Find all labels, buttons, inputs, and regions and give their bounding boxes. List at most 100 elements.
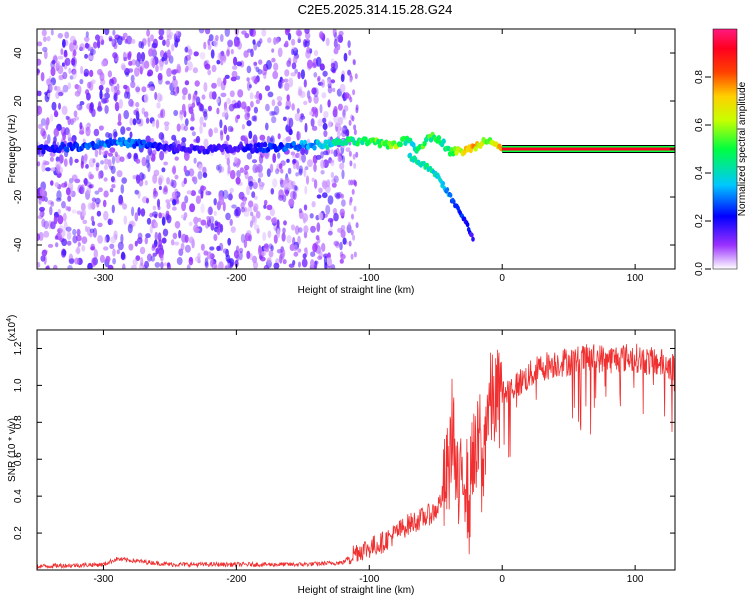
noise-blob [291, 48, 295, 56]
noise-blob [325, 37, 330, 47]
noise-blob [316, 194, 322, 199]
noise-blob [89, 183, 95, 189]
noise-blob [298, 227, 303, 233]
noise-blob [103, 177, 108, 182]
noise-blob [248, 200, 254, 208]
noise-blob [91, 79, 96, 84]
noise-blob [80, 184, 85, 195]
branch-mark [470, 232, 474, 238]
spectrogram-heatmap [37, 29, 675, 269]
spectrogram-ytick-label: 0 [13, 146, 24, 152]
noise-blob [121, 64, 126, 71]
noise-blob [353, 251, 357, 258]
noise-blob [76, 228, 81, 236]
noise-blob [99, 89, 103, 100]
noise-blob [43, 220, 49, 230]
noise-blob [54, 109, 58, 116]
noise-blob [292, 244, 298, 252]
noise-blob [322, 180, 328, 190]
noise-blob [188, 221, 193, 227]
noise-blob [341, 199, 346, 207]
chart-title: C2E5.2025.314.15.28.G24 [297, 2, 453, 17]
noise-blob [85, 126, 91, 137]
noise-blob [248, 84, 252, 89]
noise-blob [166, 177, 171, 185]
noise-blob [241, 196, 248, 202]
noise-blob [249, 220, 253, 228]
noise-blob [47, 200, 53, 205]
noise-blob [193, 216, 199, 225]
noise-blob [135, 86, 141, 93]
noise-blob [117, 121, 122, 126]
noise-blob [116, 89, 121, 95]
noise-blob [63, 158, 68, 167]
noise-blob [349, 96, 353, 103]
noise-blob [165, 199, 171, 204]
noise-blob [197, 252, 201, 261]
noise-blob [67, 265, 73, 269]
colorbar-tick-label: 0.4 [694, 166, 705, 180]
noise-blob [269, 208, 275, 217]
noise-blob [172, 75, 176, 81]
noise-blob [85, 31, 89, 38]
noise-blob [341, 130, 347, 138]
noise-blob [339, 83, 346, 93]
noise-blob [129, 117, 133, 126]
noise-blob [214, 220, 219, 226]
noise-blob [246, 230, 252, 236]
noise-blob [151, 58, 156, 69]
noise-blob [109, 188, 114, 193]
noise-blob [123, 110, 129, 120]
ridge-mark [259, 142, 265, 148]
noise-blob [57, 208, 61, 215]
noise-blob [145, 197, 150, 204]
noise-blob [315, 154, 322, 160]
noise-blob [339, 208, 345, 217]
noise-blob [292, 56, 298, 64]
noise-blob [213, 210, 217, 216]
noise-blob [320, 63, 325, 70]
noise-blob [69, 156, 73, 166]
noise-blob [46, 78, 51, 84]
noise-blob [261, 251, 266, 257]
noise-blob [98, 149, 102, 156]
noise-blob [112, 29, 116, 36]
noise-blob [211, 91, 217, 100]
noise-blob [155, 64, 159, 73]
noise-blob [301, 258, 308, 268]
noise-blob [246, 185, 250, 196]
noise-blob [219, 166, 225, 173]
noise-blob [176, 123, 181, 132]
noise-blob [292, 158, 297, 164]
noise-blob [174, 241, 180, 246]
noise-blob [299, 90, 306, 99]
noise-blob [80, 202, 86, 212]
noise-blob [113, 85, 117, 92]
noise-blob [338, 30, 344, 37]
noise-blob [138, 41, 143, 49]
noise-blob [304, 122, 308, 133]
noise-blob [265, 122, 269, 131]
noise-blob [129, 131, 133, 139]
noise-blob [284, 40, 289, 47]
noise-blob [246, 77, 250, 82]
noise-blob [171, 78, 178, 88]
noise-blob [337, 34, 344, 43]
noise-blob [294, 225, 300, 235]
noise-blob [178, 248, 184, 256]
noise-blob [202, 122, 207, 128]
noise-blob [234, 259, 239, 268]
noise-blob [215, 34, 219, 42]
noise-blob [208, 91, 214, 100]
ridge-mark [37, 149, 41, 155]
noise-blob [37, 58, 42, 66]
noise-blob [158, 175, 164, 183]
noise-blob [244, 164, 250, 171]
noise-blob [271, 57, 276, 63]
noise-blob [191, 131, 196, 137]
noise-blob [173, 109, 179, 117]
noise-blob [103, 236, 108, 244]
noise-blob [134, 240, 138, 247]
noise-blob [202, 108, 208, 114]
noise-blob [297, 235, 301, 245]
